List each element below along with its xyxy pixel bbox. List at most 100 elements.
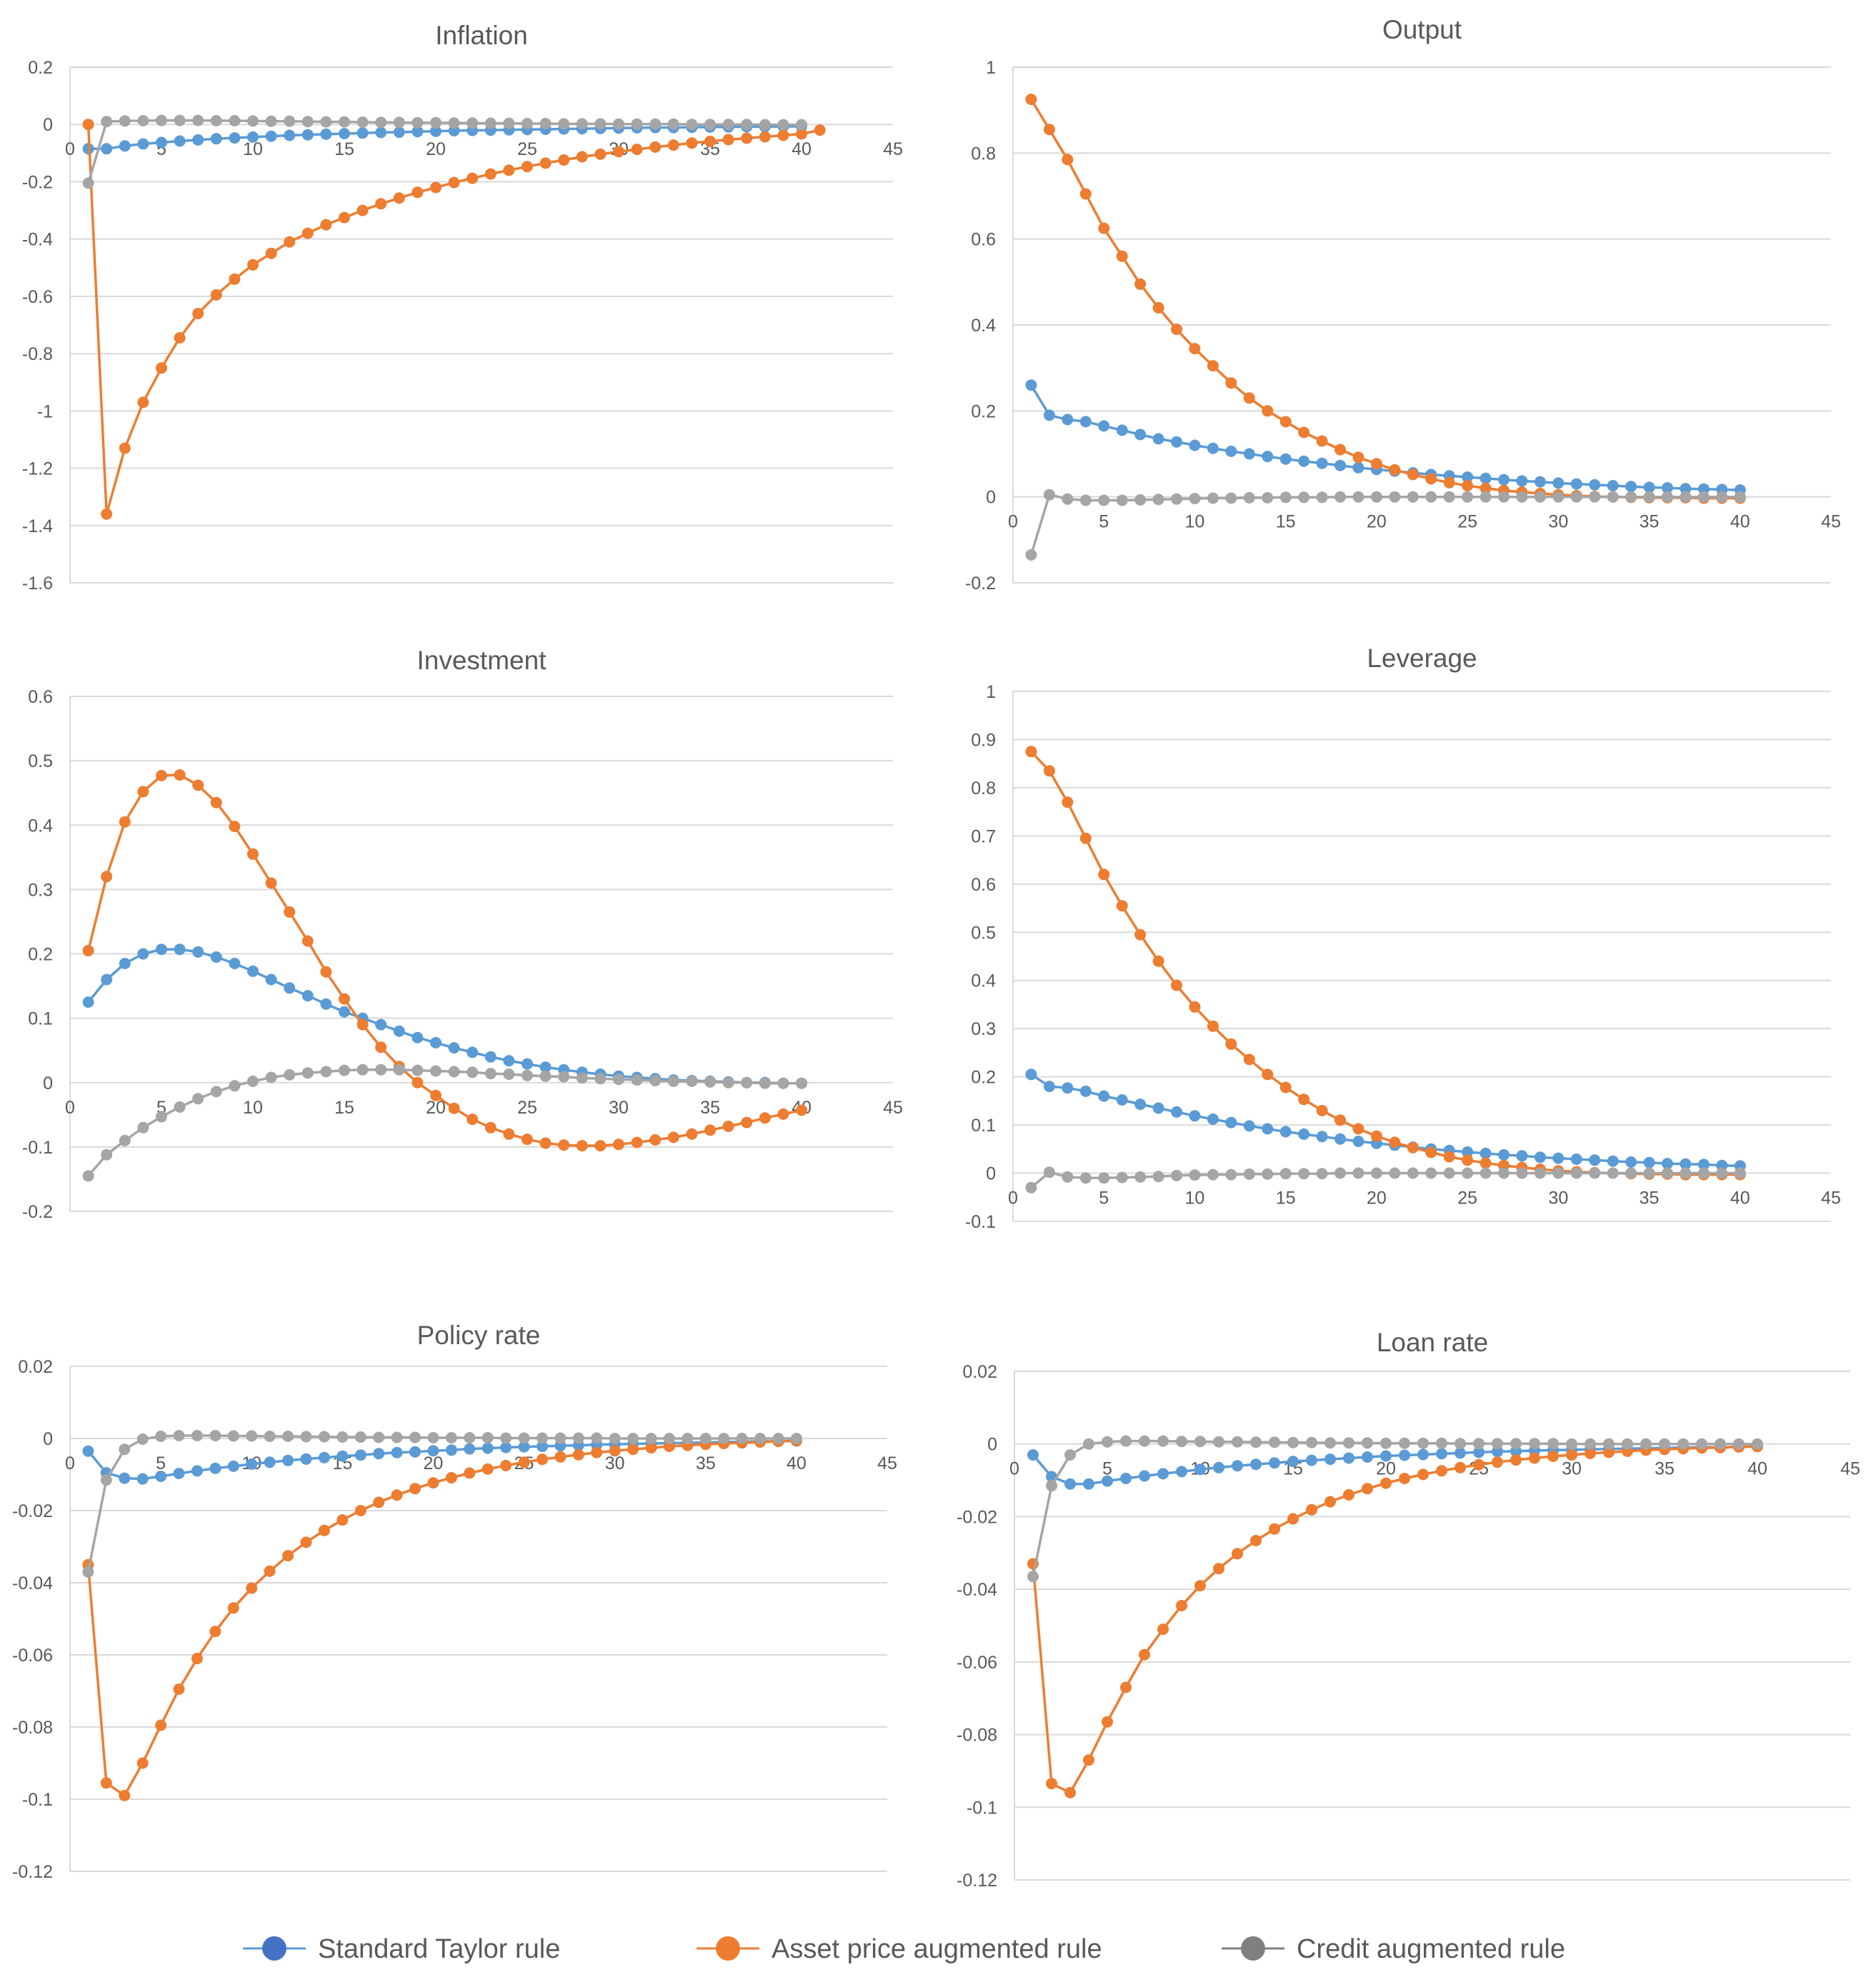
data-point-credit-augmented-rule xyxy=(741,119,753,131)
data-point-asset-price-augmented-rule xyxy=(500,1459,512,1471)
data-point-standard-taylor-rule xyxy=(1225,445,1237,457)
x-tick-label: 5 xyxy=(1102,1459,1112,1479)
data-point-asset-price-augmented-rule xyxy=(336,1514,349,1526)
data-point-credit-augmented-rule xyxy=(667,118,679,130)
data-point-credit-augmented-rule xyxy=(210,1086,222,1098)
data-point-asset-price-augmented-rule xyxy=(356,1018,369,1031)
y-tick-label: 0.2 xyxy=(28,945,53,965)
data-point-asset-price-augmented-rule xyxy=(503,164,515,176)
data-point-standard-taylor-rule xyxy=(136,1473,149,1485)
data-point-credit-augmented-rule xyxy=(537,1432,548,1444)
data-point-credit-augmented-rule xyxy=(1716,1167,1728,1179)
data-point-asset-price-augmented-rule xyxy=(393,192,405,204)
data-point-asset-price-augmented-rule xyxy=(631,144,643,156)
data-point-asset-price-augmented-rule xyxy=(1298,426,1310,439)
data-point-asset-price-augmented-rule xyxy=(191,1653,203,1665)
data-point-asset-price-augmented-rule xyxy=(1102,1716,1113,1728)
x-tick-label: 0 xyxy=(1008,1188,1018,1208)
data-point-credit-augmented-rule xyxy=(1352,1167,1364,1179)
data-point-standard-taylor-rule xyxy=(482,1442,494,1454)
data-point-asset-price-augmented-rule xyxy=(686,1128,698,1140)
data-point-credit-augmented-rule xyxy=(1473,1438,1485,1450)
y-tick-label: 0.3 xyxy=(28,880,53,900)
data-point-credit-augmented-rule xyxy=(1752,1438,1763,1450)
data-point-standard-taylor-rule xyxy=(1306,1454,1317,1466)
data-point-standard-taylor-rule xyxy=(1043,1081,1055,1093)
data-point-credit-augmented-rule xyxy=(503,117,515,129)
data-point-credit-augmented-rule xyxy=(411,116,424,129)
data-point-asset-price-augmented-rule xyxy=(1407,1141,1419,1153)
data-point-asset-price-augmented-rule xyxy=(101,871,113,883)
data-point-credit-augmented-rule xyxy=(1102,1436,1113,1448)
y-tick-label: -1.6 xyxy=(22,574,53,594)
y-tick-label: -1 xyxy=(37,401,53,421)
data-point-credit-augmented-rule xyxy=(1225,1168,1237,1181)
x-tick-label: 15 xyxy=(334,1098,354,1118)
data-point-credit-augmented-rule xyxy=(1389,1167,1401,1179)
data-point-credit-augmented-rule xyxy=(156,1111,167,1123)
data-point-standard-taylor-rule xyxy=(301,990,314,1002)
data-point-asset-price-augmented-rule xyxy=(1225,377,1237,389)
data-point-credit-augmented-rule xyxy=(393,116,405,129)
data-point-asset-price-augmented-rule xyxy=(704,135,716,147)
data-point-asset-price-augmented-rule xyxy=(1417,1468,1429,1481)
data-point-credit-augmented-rule xyxy=(1734,1167,1746,1179)
data-point-asset-price-augmented-rule xyxy=(174,769,186,781)
data-point-asset-price-augmented-rule xyxy=(136,1757,149,1769)
data-point-standard-taylor-rule xyxy=(1399,1449,1410,1461)
data-point-standard-taylor-rule xyxy=(1207,442,1219,454)
data-point-standard-taylor-rule xyxy=(1176,1466,1187,1478)
data-point-standard-taylor-rule xyxy=(1607,480,1619,491)
data-point-credit-augmented-rule xyxy=(772,1433,784,1444)
x-tick-label: 30 xyxy=(605,1453,625,1473)
data-point-asset-price-augmented-rule xyxy=(594,1140,607,1152)
x-tick-label: 35 xyxy=(1640,512,1660,532)
data-point-standard-taylor-rule xyxy=(210,133,222,145)
data-point-credit-augmented-rule xyxy=(101,116,113,128)
data-point-standard-taylor-rule xyxy=(339,128,350,140)
data-point-asset-price-augmented-rule xyxy=(192,308,204,319)
data-point-standard-taylor-rule xyxy=(1625,481,1637,493)
data-point-credit-augmented-rule xyxy=(613,1073,624,1086)
data-point-credit-augmented-rule xyxy=(663,1433,675,1444)
data-point-standard-taylor-rule xyxy=(373,1448,385,1460)
data-point-credit-augmented-rule xyxy=(1225,492,1237,504)
y-tick-label: 0.02 xyxy=(962,1362,997,1382)
data-point-asset-price-augmented-rule xyxy=(1025,746,1037,758)
data-point-credit-augmented-rule xyxy=(1697,1167,1710,1179)
data-point-credit-augmented-rule xyxy=(1025,1181,1037,1193)
data-point-credit-augmented-rule xyxy=(500,1432,512,1444)
y-tick-label: -0.08 xyxy=(12,1718,53,1738)
data-point-credit-augmented-rule xyxy=(1152,1171,1164,1183)
data-point-asset-price-augmented-rule xyxy=(613,146,624,158)
data-point-standard-taylor-rule xyxy=(1480,472,1492,484)
data-point-standard-taylor-rule xyxy=(1298,1128,1310,1140)
data-point-asset-price-augmented-rule xyxy=(1399,1473,1410,1484)
data-point-asset-price-augmented-rule xyxy=(594,148,607,160)
data-point-asset-price-augmented-rule xyxy=(464,1467,476,1479)
data-point-standard-taylor-rule xyxy=(1570,1153,1582,1165)
series-line-asset-price-augmented-rule xyxy=(1030,751,1740,1176)
data-point-credit-augmented-rule xyxy=(609,1433,621,1444)
data-point-credit-augmented-rule xyxy=(1298,491,1310,504)
data-point-credit-augmented-rule xyxy=(482,1432,494,1443)
data-point-standard-taylor-rule xyxy=(1152,1102,1164,1114)
data-point-standard-taylor-rule xyxy=(101,974,113,986)
data-point-credit-augmented-rule xyxy=(1316,491,1328,504)
data-point-asset-price-augmented-rule xyxy=(722,1121,734,1132)
data-point-credit-augmented-rule xyxy=(1262,1168,1274,1180)
data-point-credit-augmented-rule xyxy=(192,114,204,126)
data-point-credit-augmented-rule xyxy=(445,1432,457,1443)
data-point-asset-price-augmented-rule xyxy=(631,1136,643,1148)
data-point-standard-taylor-rule xyxy=(265,130,277,142)
data-point-credit-augmented-rule xyxy=(777,1077,789,1089)
data-point-credit-augmented-rule xyxy=(1407,491,1419,503)
data-point-asset-price-augmented-rule xyxy=(649,1134,662,1146)
data-point-credit-augmented-rule xyxy=(1680,491,1692,503)
data-point-asset-price-augmented-rule xyxy=(686,137,698,149)
data-point-asset-price-augmented-rule xyxy=(101,508,113,520)
data-point-credit-augmented-rule xyxy=(393,1063,405,1076)
data-point-standard-taylor-rule xyxy=(1498,474,1510,486)
legend-label: Credit augmented rule xyxy=(1297,1934,1565,1964)
data-point-credit-augmented-rule xyxy=(1134,494,1147,506)
